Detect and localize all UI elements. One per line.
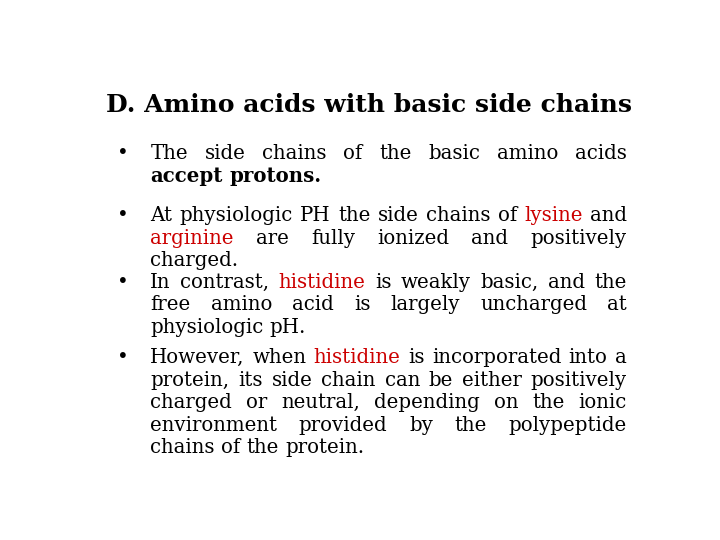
Text: •: •: [117, 273, 129, 292]
Text: protein.: protein.: [285, 438, 364, 457]
Text: chain: chain: [321, 371, 376, 390]
Text: on: on: [494, 393, 518, 412]
Text: side: side: [377, 206, 418, 225]
Text: acid: acid: [292, 295, 334, 314]
Text: polypeptide: polypeptide: [508, 416, 627, 435]
Text: amino: amino: [497, 144, 558, 163]
Text: incorporated: incorporated: [432, 348, 562, 367]
Text: positively: positively: [531, 228, 627, 248]
Text: ionized: ionized: [377, 228, 449, 248]
Text: •: •: [117, 348, 129, 367]
Text: pH.: pH.: [270, 318, 306, 336]
Text: a: a: [615, 348, 627, 367]
Text: is: is: [354, 295, 370, 314]
Text: side: side: [204, 144, 246, 163]
Text: histidine: histidine: [279, 273, 366, 292]
Text: At: At: [150, 206, 172, 225]
Text: the: the: [246, 438, 279, 457]
Text: chains: chains: [426, 206, 490, 225]
Text: •: •: [117, 144, 129, 163]
Text: accept: accept: [150, 166, 222, 186]
Text: and: and: [548, 273, 585, 292]
Text: protons.: protons.: [230, 166, 322, 186]
Text: or: or: [246, 393, 267, 412]
Text: is: is: [408, 348, 425, 367]
Text: uncharged: uncharged: [480, 295, 587, 314]
Text: free: free: [150, 295, 191, 314]
Text: weakly: weakly: [401, 273, 471, 292]
Text: by: by: [409, 416, 433, 435]
Text: physiologic: physiologic: [179, 206, 293, 225]
Text: when: when: [252, 348, 306, 367]
Text: can: can: [384, 371, 420, 390]
Text: basic,: basic,: [480, 273, 539, 292]
Text: its: its: [238, 371, 263, 390]
Text: basic: basic: [428, 144, 480, 163]
Text: PH: PH: [300, 206, 330, 225]
Text: contrast,: contrast,: [180, 273, 269, 292]
Text: acids: acids: [575, 144, 627, 163]
Text: chains: chains: [150, 438, 215, 457]
Text: depending: depending: [374, 393, 480, 412]
Text: charged: charged: [150, 393, 232, 412]
Text: amino: amino: [210, 295, 272, 314]
Text: protein,: protein,: [150, 371, 230, 390]
Text: at: at: [607, 295, 627, 314]
Text: •: •: [117, 206, 129, 225]
Text: charged.: charged.: [150, 251, 238, 270]
Text: In: In: [150, 273, 171, 292]
Text: the: the: [454, 416, 487, 435]
Text: lysine: lysine: [524, 206, 582, 225]
Text: histidine: histidine: [314, 348, 400, 367]
Text: into: into: [569, 348, 608, 367]
Text: The: The: [150, 144, 188, 163]
Text: chains: chains: [262, 144, 327, 163]
Text: largely: largely: [390, 295, 460, 314]
Text: fully: fully: [311, 228, 355, 248]
Text: neutral,: neutral,: [282, 393, 360, 412]
Text: positively: positively: [531, 371, 627, 390]
Text: ionic: ionic: [579, 393, 627, 412]
Text: D. Amino acids with basic side chains: D. Amino acids with basic side chains: [106, 93, 632, 117]
Text: environment: environment: [150, 416, 277, 435]
Text: of: of: [498, 206, 517, 225]
Text: the: the: [595, 273, 627, 292]
Text: the: the: [379, 144, 412, 163]
Text: the: the: [338, 206, 370, 225]
Text: of: of: [221, 438, 240, 457]
Text: provided: provided: [299, 416, 387, 435]
Text: either: either: [462, 371, 522, 390]
Text: be: be: [428, 371, 453, 390]
Text: is: is: [375, 273, 392, 292]
Text: arginine: arginine: [150, 228, 234, 248]
Text: are: are: [256, 228, 289, 248]
Text: side: side: [271, 371, 312, 390]
Text: and: and: [590, 206, 627, 225]
Text: the: the: [532, 393, 564, 412]
Text: However,: However,: [150, 348, 245, 367]
Text: physiologic: physiologic: [150, 318, 264, 336]
Text: and: and: [472, 228, 508, 248]
Text: of: of: [343, 144, 363, 163]
